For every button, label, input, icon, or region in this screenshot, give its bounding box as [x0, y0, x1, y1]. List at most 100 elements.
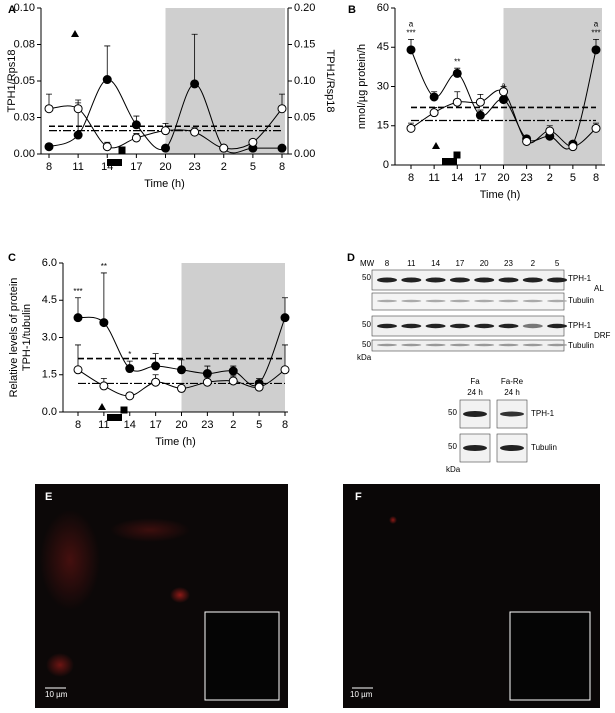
- acrophase-bar: [107, 414, 122, 421]
- letter: a: [594, 20, 599, 29]
- y-tick-label: 45: [377, 41, 389, 53]
- inset: [509, 611, 591, 701]
- y-tick-label: 15: [377, 120, 389, 132]
- data-point: [202, 369, 212, 379]
- x-tick-label: 2: [221, 161, 227, 173]
- x-tick-label: 5: [250, 161, 256, 173]
- band: [463, 411, 487, 417]
- y2-tick-label: 0.20: [294, 2, 315, 14]
- x-tick-label: 8: [279, 161, 285, 173]
- mw-label: MW: [360, 259, 375, 268]
- scale-label: 10 µm: [350, 690, 373, 699]
- y-tick-label: 1.5: [42, 369, 57, 381]
- y-tick-label: 0: [383, 159, 389, 171]
- panel-label: D: [347, 252, 355, 264]
- significance: ***: [591, 29, 600, 38]
- significance: **: [101, 262, 107, 271]
- y-axis-title: nmol/µg protein/h: [356, 44, 368, 129]
- x-tick-label: 20: [175, 419, 187, 431]
- group-label: DRF: [594, 331, 611, 340]
- scale-label: 10 µm: [45, 690, 68, 699]
- data-point: [102, 142, 112, 152]
- band: [498, 323, 519, 329]
- band: [500, 411, 524, 417]
- x-tick-label: 5: [570, 172, 576, 184]
- error-bar: [104, 45, 111, 80]
- x-tick-label: 5: [256, 419, 262, 431]
- band: [401, 323, 422, 329]
- time-label: 14: [431, 259, 440, 268]
- protein-label: TPH-1: [568, 274, 592, 283]
- mw-marker: 50: [362, 273, 371, 282]
- significance: **: [454, 57, 460, 66]
- y2-tick-label: 0.05: [294, 111, 315, 123]
- dark-phase: [165, 8, 285, 154]
- chart: 0 15 30 45 60 8 11 14 17 20 23 2 5 8 Time (h) nmol/µg p…: [348, 2, 605, 201]
- x-tick-label: 11: [72, 161, 83, 173]
- band: [463, 445, 487, 451]
- band: [377, 277, 397, 283]
- condition-label: Fa-Re: [501, 377, 524, 386]
- y-tick-label: 0.05: [14, 75, 35, 87]
- data-point: [151, 377, 161, 387]
- data-point: [475, 110, 485, 120]
- panel-d: D MW 8 11 14 17 20 23 2 5 50 TPH-1 AL Tubulin 5…: [347, 252, 611, 474]
- error-bar: [100, 272, 107, 323]
- band: [474, 343, 495, 347]
- x-tick-label: 23: [201, 419, 213, 431]
- y-tick-label: 0.03: [14, 111, 35, 123]
- data-point: [248, 137, 258, 147]
- y2-tick-label: 0.10: [294, 75, 315, 87]
- y-tick-label: 60: [377, 2, 389, 14]
- x-axis-title: Time (h): [155, 436, 196, 448]
- band: [425, 277, 446, 283]
- error-bar: [191, 33, 198, 84]
- panel-e: E 10 µm: [35, 484, 288, 708]
- protein-label: Tubulin: [531, 443, 557, 452]
- acrophase-marker: [432, 142, 440, 149]
- x-tick-label: 8: [408, 172, 414, 184]
- x-tick-label: 14: [124, 419, 136, 431]
- acrophase-marker: [453, 151, 461, 159]
- band: [522, 343, 543, 347]
- band: [547, 343, 568, 347]
- band: [474, 299, 495, 303]
- y-tick-label: 6.0: [42, 257, 57, 269]
- band: [498, 277, 519, 283]
- panel-label: F: [355, 491, 362, 503]
- inset: [204, 611, 280, 701]
- data-point: [190, 127, 200, 137]
- band: [522, 323, 543, 329]
- band: [401, 299, 422, 303]
- time-label: 5: [555, 259, 560, 268]
- panel-f: F 10 µm: [343, 484, 600, 708]
- data-point: [131, 120, 141, 130]
- band: [500, 445, 524, 451]
- data-point: [452, 97, 462, 107]
- panel-label: A: [8, 4, 16, 16]
- y-tick-label: 3.0: [42, 331, 57, 343]
- time-label: 11: [407, 259, 416, 268]
- chart: 0.00 0.03 0.05 0.08 0.10 0.00 0.05 0.10 0.15 0.20…: [6, 2, 336, 190]
- band: [498, 343, 519, 347]
- signal: [110, 518, 190, 542]
- band: [522, 277, 543, 283]
- time-label: 20: [480, 259, 489, 268]
- x-tick-label: 8: [75, 419, 81, 431]
- y-tick-label: 4.5: [42, 294, 57, 306]
- band: [522, 299, 543, 303]
- condition-label: Fa: [470, 377, 480, 386]
- acrophase-marker: [118, 146, 126, 154]
- x-tick-label: 8: [593, 172, 599, 184]
- x-tick-label: 8: [46, 161, 52, 173]
- time-label: 8: [385, 259, 390, 268]
- y2-tick-label: 0.15: [294, 38, 315, 50]
- data-point: [475, 97, 485, 107]
- data-point: [277, 104, 287, 114]
- data-point: [280, 365, 290, 375]
- y-axis-title: TPH1/Rps18: [6, 50, 18, 113]
- y-tick-label: 30: [377, 80, 389, 92]
- band: [498, 299, 519, 303]
- data-point: [99, 381, 109, 391]
- band: [377, 343, 397, 347]
